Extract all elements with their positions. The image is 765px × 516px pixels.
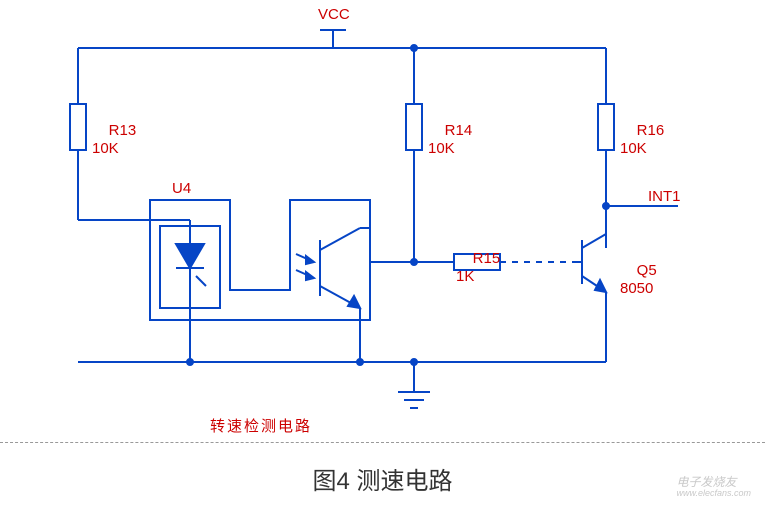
r13-label: R13 10K (92, 104, 136, 176)
circuit-canvas: VCC R13 10K U4 R14 10K R16 10K INT1 R15 … (0, 0, 765, 516)
caption-area: 图4 测速电路 (0, 442, 765, 496)
vcc-label: VCC (318, 6, 350, 24)
u4-label: U4 (172, 180, 191, 198)
r14-label: R14 10K (428, 104, 472, 176)
r16-label: R16 10K (620, 104, 664, 176)
output-label: INT1 (648, 188, 681, 206)
subtitle-label: 转速检测电路 (210, 418, 312, 436)
schematic-svg (0, 0, 765, 445)
figure-caption: 图4 测速电路 (312, 461, 452, 496)
r15-label: R15 1K (456, 232, 500, 304)
q5-label: Q5 8050 (620, 244, 657, 316)
watermark: 电子发烧友 www.elecfans.com (676, 473, 751, 498)
